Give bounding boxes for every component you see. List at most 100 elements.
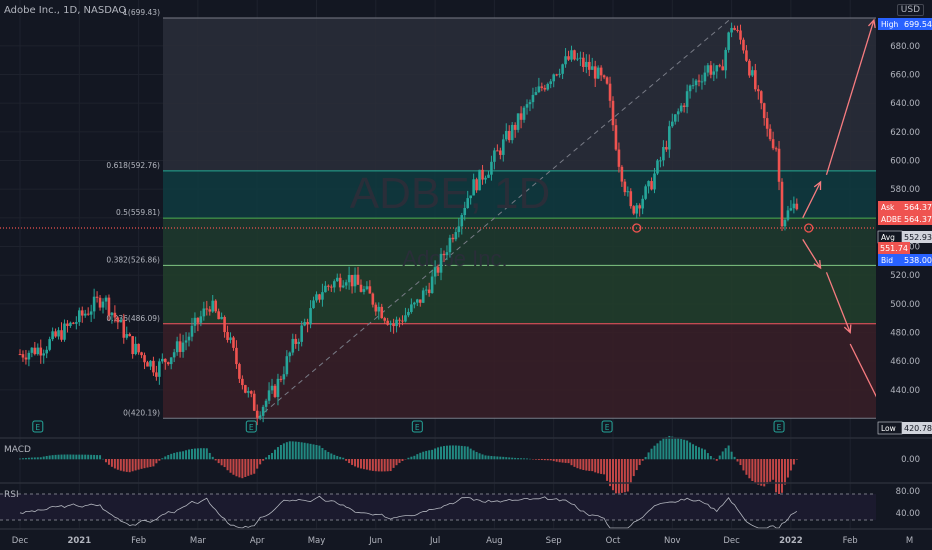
candle-body [149,360,152,367]
macd-hist-bar [475,451,478,460]
macd-hist-bar [131,459,134,472]
candle-body [424,289,428,291]
macd-hist-bar [398,459,401,463]
candle-body [244,385,247,393]
fib-zone [163,17,876,171]
macd-hist-bar [558,459,561,463]
macd-hist-bar [158,459,161,461]
macd-hist-bar [487,455,490,460]
macd-hist-bar [440,446,443,460]
candle-body [715,65,719,72]
macd-hist-bar [472,450,475,460]
macd-hist-bar [650,448,653,460]
macd-hist-bar [235,459,238,477]
candle-body [104,297,108,302]
macd-hist-bar [591,459,594,472]
macd-hist-bar [104,459,107,463]
earnings-mark-label: E [249,423,254,432]
candle-body [60,330,63,340]
macd-hist-bar [582,459,585,470]
macd-hist-bar [674,437,677,460]
candle-body [487,174,490,178]
candle-body [490,161,493,175]
macd-pane: 0.00 [19,435,920,503]
candle-body [792,203,796,209]
price-tick-label: 460.00 [890,357,920,367]
macd-hist-bar [683,439,686,460]
candle-body [30,347,34,353]
price-value-bg [902,231,932,243]
macd-hist-bar [309,443,312,460]
candle-body [605,77,609,84]
macd-hist-bar [407,457,410,460]
macd-hist-bar [250,459,253,475]
macd-hist-bar [686,440,689,460]
macd-hist-bar [238,459,241,478]
candle-body [756,89,760,92]
macd-hist-bar [122,459,125,472]
macd-hist-bar [116,459,119,470]
macd-hist-bar [365,459,368,470]
candle-body [546,83,550,90]
candle-body [223,316,226,333]
macd-hist-bar [182,451,185,460]
macd-hist-bar [659,440,662,460]
macd-hist-bar [635,459,638,471]
time-tick-label: Apr [250,536,265,546]
macd-hist-bar [134,459,137,471]
time-tick-label: Feb [131,536,146,546]
price-tag-bg [878,213,902,225]
macd-hist-bar [763,459,766,487]
watermark-name: Adobe Inc. [402,246,507,271]
candle-body [131,336,134,355]
candle-body [724,49,727,71]
macd-hist-bar [499,456,502,460]
macd-hist-bar [279,444,282,460]
support-marker [632,223,642,233]
candle-body [653,173,656,190]
macd-hist-bar [600,459,603,474]
candle-body [205,308,209,310]
candle-body [347,274,351,283]
price-axis[interactable]: 440.00460.00480.00500.00520.00540.00560.… [876,0,932,550]
macd-hist-bar [217,459,220,464]
macd-hist-bar [330,453,333,460]
price-tick-label: 640.00 [890,99,920,109]
macd-hist-bar [733,456,736,460]
time-axis[interactable]: Dec 2021 Feb Mar Apr May Jun Jul Aug Sep Oct Nov Dec… [12,536,913,546]
candle-body [89,311,93,315]
time-tick-label: Jun [368,536,382,546]
macd-hist-bar [795,459,798,460]
candle-body [673,114,677,122]
fib-trend-line [256,17,732,419]
candle-body [626,191,630,193]
candle-body [166,362,170,365]
candle-body [21,354,25,358]
candle-body [377,306,381,312]
price-tick-label: 660.00 [890,71,920,81]
macd-hist-bar [543,459,546,461]
candle-body [404,315,407,322]
currency-badge[interactable]: USD [896,4,924,16]
macd-hist-bar [573,459,576,467]
macd-hist-bar [721,451,724,460]
candle-body [300,325,303,342]
candle-body [119,319,123,323]
candle-body [582,57,585,67]
price-tick-label: 440.00 [890,386,920,396]
macd-hist-bar [190,448,193,460]
price-tag-label: Avg [881,233,895,242]
macd-hist-bar [757,459,760,485]
candle-body [190,325,194,337]
price-tag-label: High [881,20,898,29]
macd-hist-bar [508,457,511,460]
macd-hist-bar [291,441,294,460]
candle-body [475,179,478,191]
macd-hist-bar [401,459,404,461]
earnings-mark [601,420,613,433]
candle-body [187,336,191,341]
candle-body [617,149,621,167]
candle-body [374,304,378,312]
